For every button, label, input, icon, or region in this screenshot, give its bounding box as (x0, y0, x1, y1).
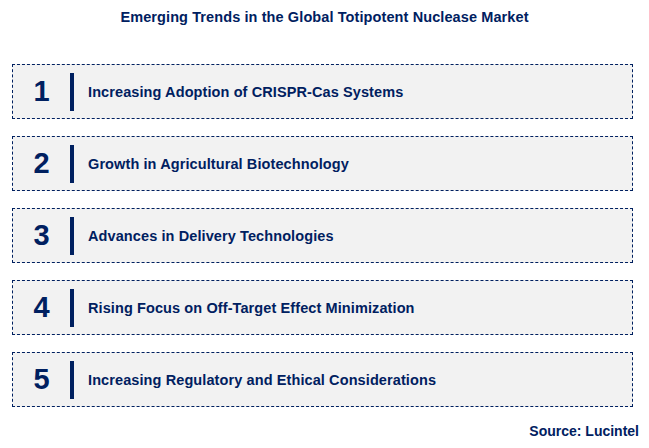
source-attribution: Source: Lucintel (529, 423, 639, 439)
trend-row-4: 4 Rising Focus on Off-Target Effect Mini… (12, 280, 633, 335)
trend-number: 1 (13, 77, 70, 106)
trend-number: 4 (13, 293, 70, 322)
trend-row-1: 1 Increasing Adoption of CRISPR-Cas Syst… (12, 64, 633, 119)
trend-label: Advances in Delivery Technologies (88, 228, 334, 244)
trend-label: Increasing Adoption of CRISPR-Cas System… (88, 84, 403, 100)
divider-bar (70, 361, 74, 399)
trend-label: Growth in Agricultural Biotechnology (88, 156, 349, 172)
trend-label: Increasing Regulatory and Ethical Consid… (88, 372, 436, 388)
page-title: Emerging Trends in the Global Totipotent… (0, 9, 649, 25)
trend-list: 1 Increasing Adoption of CRISPR-Cas Syst… (12, 64, 633, 424)
divider-bar (70, 217, 74, 255)
trend-label: Rising Focus on Off-Target Effect Minimi… (88, 300, 415, 316)
trend-number: 3 (13, 221, 70, 250)
infographic-page: Emerging Trends in the Global Totipotent… (0, 0, 649, 448)
trend-row-5: 5 Increasing Regulatory and Ethical Cons… (12, 352, 633, 407)
divider-bar (70, 289, 74, 327)
trend-row-2: 2 Growth in Agricultural Biotechnology (12, 136, 633, 191)
trend-row-3: 3 Advances in Delivery Technologies (12, 208, 633, 263)
trend-number: 5 (13, 365, 70, 394)
divider-bar (70, 73, 74, 111)
trend-number: 2 (13, 149, 70, 178)
divider-bar (70, 145, 74, 183)
